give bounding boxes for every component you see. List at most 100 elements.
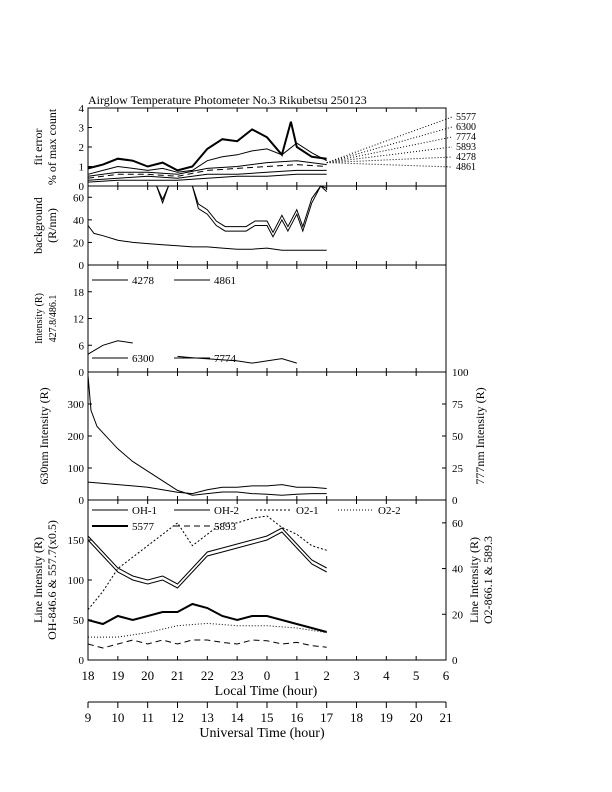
y-tick-label: 200 xyxy=(68,431,85,443)
local-time-tick-label: 0 xyxy=(264,668,271,683)
legend-label-6300: 6300 xyxy=(132,353,155,365)
y-tick-label: 50 xyxy=(73,615,85,627)
y-axis-label: 630nm Intensity (R) xyxy=(37,387,51,484)
label-leader xyxy=(326,146,453,164)
series-line-s2 xyxy=(147,185,327,234)
legend-label-4861: 4861 xyxy=(214,275,236,287)
y-axis-label: 427.8/486.1 xyxy=(48,295,59,343)
series-line-7774 xyxy=(87,160,327,177)
y-right-tick-label: 50 xyxy=(452,431,464,443)
panel-background: 0 20 40 60 background (R/nm) xyxy=(31,185,447,272)
y-tick-label: 0 xyxy=(79,181,85,193)
universal-time-tick-label: 16 xyxy=(290,710,304,725)
universal-time-tick-label: 13 xyxy=(201,710,214,725)
series-label-4861: 4861 xyxy=(456,162,476,173)
universal-time-axis: 9 10 11 12 13 14 15 16 17 18 19 20 21 xyxy=(85,702,453,725)
y-tick-label: 40 xyxy=(73,215,85,227)
y-tick-label: 0 xyxy=(79,367,85,379)
y-axis-label: Line Intensity (R) xyxy=(31,537,45,623)
y-axis-label: fit error xyxy=(31,129,45,166)
local-time-label: Local Time (hour) xyxy=(215,684,318,699)
label-leader xyxy=(326,126,453,164)
series-line-4278 xyxy=(87,340,133,355)
y-tick-label: 2 xyxy=(79,142,85,154)
y-tick-label: 150 xyxy=(68,535,85,547)
local-time-tick-label: 3 xyxy=(353,668,360,683)
local-time-tick-label: 1 xyxy=(294,668,301,683)
local-time-axis: 18 19 20 21 22 23 0 1 2 3 4 5 6 xyxy=(82,668,450,683)
legend-label-O2-2: O2-2 xyxy=(378,505,401,517)
series-line-5577 xyxy=(87,121,327,172)
y-right-axis-label: Line Intensity (R) xyxy=(467,537,481,623)
y-right-tick-label: 100 xyxy=(452,367,469,379)
legend-label-5893: 5893 xyxy=(214,521,237,533)
y-tick-label: 12 xyxy=(73,314,84,326)
local-time-tick-label: 5 xyxy=(413,668,420,683)
series-line-OH-2 xyxy=(87,527,327,585)
universal-time-tick-label: 20 xyxy=(410,710,423,725)
universal-time-tick-label: 9 xyxy=(85,710,92,725)
y-tick-label: 1 xyxy=(79,162,85,174)
y-tick-label: 20 xyxy=(73,237,85,249)
universal-time-tick-label: 17 xyxy=(320,710,334,725)
series-line-O2-1 xyxy=(87,515,327,611)
series-line-s1 xyxy=(147,185,328,238)
label-leader xyxy=(326,156,453,164)
universal-time-label: Universal Time (hour) xyxy=(199,726,325,741)
universal-time-tick-label: 10 xyxy=(111,710,124,725)
label-leader xyxy=(326,136,453,164)
y-right-axis-label: 777nm Intensity (R) xyxy=(473,387,487,484)
y-right-axis-label: O2-866.1 & 589.3 xyxy=(481,536,495,624)
series-line-O2-2 xyxy=(88,622,327,638)
local-time-tick-label: 23 xyxy=(231,668,244,683)
series-label-6300: 6300 xyxy=(456,122,476,133)
universal-time-tick-label: 19 xyxy=(380,710,393,725)
series-label-4278: 4278 xyxy=(456,152,476,163)
y-tick-label: 0 xyxy=(79,260,85,272)
universal-time-tick-label: 14 xyxy=(231,710,245,725)
chart-title: Airglow Temperature Photometer No.3 Riku… xyxy=(88,93,367,107)
label-leader xyxy=(326,116,453,164)
panel-red-intensity: 0 100 200 300 0 25 50 75 100 630nm Intensity (R) 7… xyxy=(37,353,487,507)
y-tick-label: 300 xyxy=(68,399,85,411)
legend-label-7774: 7774 xyxy=(214,353,237,365)
y-axis-label: OH-846.6 & 557.7(x0.5) xyxy=(45,520,59,640)
local-time-tick-label: 21 xyxy=(171,668,184,683)
panel-fit-error: 0 1 2 3 4 fit error% of max count 557763007774… xyxy=(31,103,476,193)
local-time-tick-label: 6 xyxy=(443,668,450,683)
y-right-tick-label: 75 xyxy=(452,399,464,411)
y-tick-label: 4 xyxy=(79,103,85,115)
y-tick-label: 100 xyxy=(68,463,85,475)
universal-time-tick-label: 15 xyxy=(261,710,274,725)
universal-time-tick-label: 12 xyxy=(171,710,184,725)
y-axis-label: % of max count xyxy=(45,108,59,185)
universal-time-tick-label: 18 xyxy=(350,710,363,725)
series-line-5577 xyxy=(87,602,327,633)
y-tick-label: 0 xyxy=(79,495,85,507)
y-axis-label: background xyxy=(31,197,45,254)
series-line-s0 xyxy=(87,225,327,251)
panel-frame xyxy=(87,371,447,501)
legend-label-4278: 4278 xyxy=(132,275,155,287)
y-tick-label: 100 xyxy=(68,575,85,587)
label-leader xyxy=(326,162,453,168)
y-right-tick-label: 40 xyxy=(452,564,464,576)
series-line-6300 xyxy=(87,375,327,496)
local-time-tick-label: 19 xyxy=(111,668,124,683)
series-line-4861 xyxy=(177,355,297,364)
series-label-5577: 5577 xyxy=(456,112,476,123)
y-right-tick-label: 0 xyxy=(452,495,458,507)
y-right-tick-label: 60 xyxy=(452,518,464,530)
local-time-tick-label: 20 xyxy=(141,668,154,683)
universal-time-tick-label: 21 xyxy=(440,710,453,725)
series-line-4278 xyxy=(87,169,327,181)
y-tick-label: 0 xyxy=(79,655,85,667)
series-line-6300 xyxy=(87,142,327,175)
y-tick-label: 6 xyxy=(79,340,85,352)
y-axis-label: (R/nm) xyxy=(45,208,59,243)
local-time-tick-label: 2 xyxy=(323,668,330,683)
y-tick-label: 18 xyxy=(73,287,85,299)
